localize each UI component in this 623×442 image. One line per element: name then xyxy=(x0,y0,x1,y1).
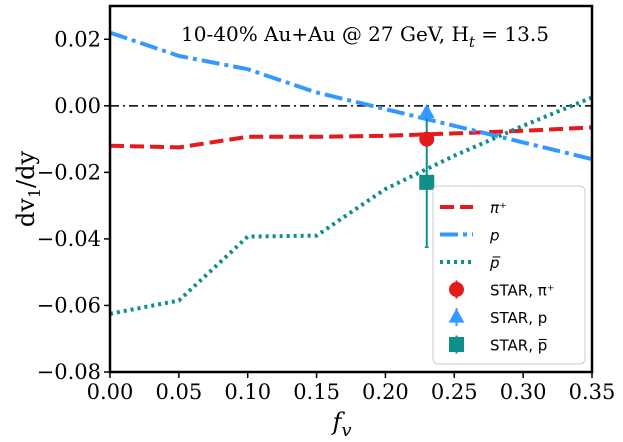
legend-marker-2 xyxy=(449,337,464,352)
legend-label-star-1: STAR, p xyxy=(490,309,547,327)
y-tick-label: 0.02 xyxy=(54,27,101,51)
x-tick-label: 0.25 xyxy=(431,380,478,404)
data-point-2 xyxy=(419,174,435,190)
plot-title: 10-40% Au+Au @ 27 GeV, Ht = 13.5 xyxy=(181,22,549,51)
x-tick-label: 0.05 xyxy=(155,380,202,404)
y-tick-label: 0.00 xyxy=(54,94,101,118)
x-tick-label: 0.00 xyxy=(87,380,134,404)
y-tick-label: −0.04 xyxy=(37,227,101,251)
legend-marker-0 xyxy=(449,282,464,297)
legend-label-2: p̅ xyxy=(489,254,501,272)
x-tick-label: 0.20 xyxy=(362,380,409,404)
data-point-0 xyxy=(419,131,435,147)
series-layer xyxy=(110,30,592,316)
y-tick-label: −0.08 xyxy=(37,360,101,384)
legend: π⁺ p p̅ STAR, π⁺ STAR, p STAR, p̅ xyxy=(432,185,586,365)
points-layer xyxy=(418,103,435,248)
legend-label-star-0: STAR, π⁺ xyxy=(490,282,555,300)
x-tick-label: 0.30 xyxy=(500,380,547,404)
series-line-1 xyxy=(110,30,592,162)
legend-label-1: p xyxy=(489,227,500,245)
y-axis-title: dv1/dy xyxy=(12,151,44,228)
y-tick-label: −0.02 xyxy=(37,160,101,184)
series-line-0 xyxy=(110,125,592,150)
data-point-1 xyxy=(418,103,435,119)
legend-marker-1 xyxy=(448,308,465,323)
x-tick-label: 0.35 xyxy=(569,380,616,404)
legend-box xyxy=(432,185,586,365)
x-axis-title: fv xyxy=(330,408,351,441)
series-line-2 xyxy=(110,95,592,316)
y-tick-label: −0.06 xyxy=(37,293,101,317)
x-tick-label: 0.10 xyxy=(224,380,271,404)
legend-label-star-2: STAR, p̅ xyxy=(490,337,547,355)
axis-ticks: 0.00 0.05 0.10 0.15 0.20 0.25 0.30 0.35 0.02 0.00… xyxy=(37,27,616,404)
legend-label-0: π⁺ xyxy=(490,199,507,217)
plot-frame xyxy=(108,4,594,374)
x-tick-label: 0.15 xyxy=(293,380,340,404)
